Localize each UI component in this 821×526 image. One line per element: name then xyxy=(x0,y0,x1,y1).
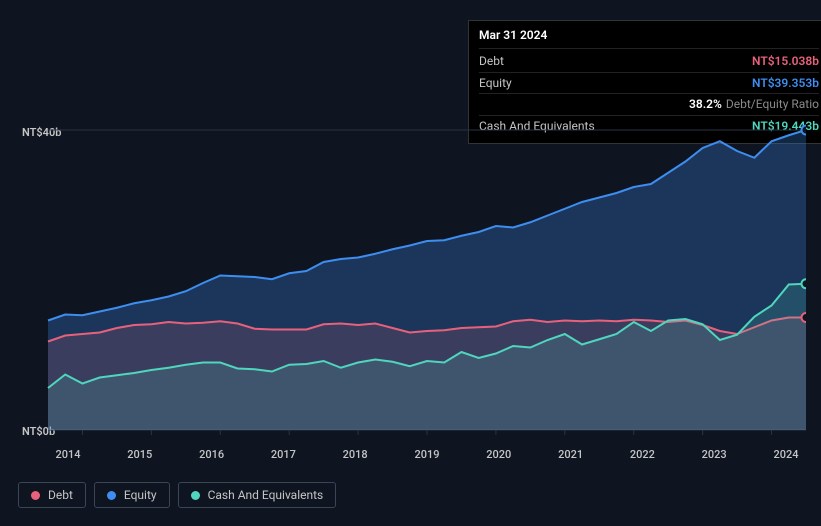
chart-area xyxy=(18,120,806,440)
end-marker-debt[interactable] xyxy=(802,313,807,322)
tooltip-row-value: NT$39.353b xyxy=(752,75,819,92)
legend-item-equity[interactable]: Equity xyxy=(94,482,170,508)
end-marker-equity[interactable] xyxy=(802,126,807,135)
legend-dot-icon xyxy=(107,491,116,500)
tooltip-row-note: Debt/Equity Ratio xyxy=(726,97,819,111)
tooltip-row-label: Debt xyxy=(479,53,599,70)
tooltip-row: 38.2%Debt/Equity Ratio xyxy=(479,94,819,116)
xaxis-year: 2023 xyxy=(694,448,734,461)
tooltip-row-value: 38.2%Debt/Equity Ratio xyxy=(689,96,819,113)
tooltip-row-label: Equity xyxy=(479,75,599,92)
xaxis-year: 2024 xyxy=(766,448,806,461)
legend-dot-icon xyxy=(191,491,200,500)
xaxis-year: 2021 xyxy=(551,448,591,461)
legend-label: Cash And Equivalents xyxy=(208,488,324,502)
xaxis-year: 2020 xyxy=(479,448,519,461)
legend-item-cash[interactable]: Cash And Equivalents xyxy=(178,482,337,508)
legend-label: Debt xyxy=(48,488,73,502)
legend-dot-icon xyxy=(31,491,40,500)
legend-item-debt[interactable]: Debt xyxy=(18,482,86,508)
end-marker-cash[interactable] xyxy=(802,279,807,288)
xaxis-year: 2018 xyxy=(335,448,375,461)
legend: Debt Equity Cash And Equivalents xyxy=(18,482,336,508)
xaxis-labels: 2014 2015 2016 2017 2018 2019 2020 2021 2022 2023… xyxy=(48,448,806,461)
xaxis-year: 2014 xyxy=(48,448,88,461)
tooltip-row: Equity NT$39.353b xyxy=(479,73,819,95)
tooltip-row-value: NT$15.038b xyxy=(752,53,819,70)
tooltip-row-label xyxy=(479,96,599,113)
xaxis-year: 2017 xyxy=(263,448,303,461)
xaxis-year: 2015 xyxy=(120,448,160,461)
xaxis-year: 2016 xyxy=(192,448,232,461)
legend-label: Equity xyxy=(124,488,157,502)
xaxis-year: 2022 xyxy=(622,448,662,461)
xaxis-year: 2019 xyxy=(407,448,447,461)
tooltip-row: Debt NT$15.038b xyxy=(479,51,819,73)
tooltip-date: Mar 31 2024 xyxy=(479,27,819,49)
chart-svg[interactable] xyxy=(18,120,806,440)
